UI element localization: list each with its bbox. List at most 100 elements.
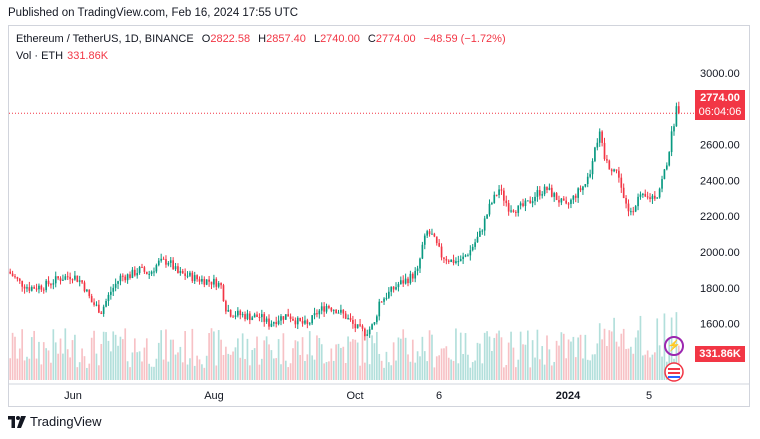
candle-body <box>342 309 345 314</box>
volume-bar <box>615 341 618 380</box>
y-tick-label: 2600.00 <box>700 139 740 151</box>
volume-bar <box>181 362 184 380</box>
volume-bar <box>376 331 378 380</box>
volume-bar <box>105 332 107 380</box>
volume-bar <box>316 335 318 380</box>
candle-body <box>237 310 239 316</box>
volume-bar <box>126 361 129 380</box>
candle-body <box>265 318 268 322</box>
volume-bar <box>260 358 263 380</box>
volume-bar <box>110 351 112 380</box>
candle-body <box>364 328 366 337</box>
volume-bar <box>62 353 64 380</box>
volume-bar <box>574 357 577 380</box>
candle-body <box>416 268 419 272</box>
symbol-legend[interactable]: Ethereum / TetherUS, 1D, BINANCE O2822.5… <box>16 33 506 45</box>
candle-body <box>45 280 47 291</box>
volume-bar <box>318 337 321 380</box>
candle-body <box>632 211 635 213</box>
volume-bar <box>253 348 256 380</box>
candle-body <box>510 210 512 212</box>
candle-body <box>558 200 560 203</box>
volume-bar <box>323 363 325 380</box>
volume-bar <box>651 354 654 380</box>
candle-body <box>668 152 671 166</box>
volume-bar <box>81 348 83 380</box>
candle-body <box>452 259 455 263</box>
volume-bar <box>210 328 213 380</box>
volume-bar <box>35 358 38 380</box>
volume-bar <box>558 345 560 380</box>
candle-body <box>174 266 177 270</box>
volume-bar <box>541 346 544 380</box>
volume-bar <box>201 364 203 380</box>
candle-body <box>189 272 191 276</box>
candle-body <box>653 195 656 199</box>
flag-icon[interactable] <box>664 362 684 382</box>
volume-bar <box>469 367 472 380</box>
candle-body <box>325 306 328 312</box>
x-tick-label: Oct <box>346 390 363 402</box>
volume-bar <box>121 339 124 380</box>
volume-bar <box>572 336 575 380</box>
volume-bar <box>306 354 309 380</box>
candle-body <box>16 277 19 279</box>
candle-body <box>404 278 407 284</box>
volume-bar <box>522 344 524 380</box>
volume-bar <box>57 353 59 380</box>
volume-bar <box>387 362 390 380</box>
candle-body <box>376 316 378 323</box>
published-caption: Published on TradingView.com, Feb 16, 20… <box>8 7 299 19</box>
candle-body <box>483 218 486 231</box>
candle-body <box>289 316 292 319</box>
candle-body <box>402 280 405 284</box>
candle-body <box>234 315 237 317</box>
volume-bar <box>586 359 589 380</box>
volume-bar <box>653 352 656 380</box>
symbol-name[interactable]: Ethereum / TetherUS, 1D, BINANCE <box>16 33 194 45</box>
candle-body <box>589 174 591 177</box>
volume-bar <box>153 366 155 380</box>
candle-body <box>407 278 409 284</box>
candle-body <box>287 314 290 317</box>
candle-body <box>198 279 201 282</box>
flash-icon[interactable]: ⚡ <box>664 336 684 356</box>
candle-body <box>284 314 287 320</box>
volume-bar <box>174 354 177 380</box>
candle-body <box>517 205 520 213</box>
candle-body <box>426 231 429 236</box>
volume-bar <box>249 365 251 380</box>
candle-body <box>308 323 311 325</box>
volume-legend[interactable]: Vol · ETH 331.86K <box>16 50 108 62</box>
candle-body <box>133 269 136 276</box>
volume-bar <box>184 331 186 380</box>
volume-bar <box>88 363 91 380</box>
candle-body <box>368 329 371 335</box>
volume-bar <box>352 339 354 380</box>
volume-bar <box>78 362 81 380</box>
volume-bar <box>378 353 381 380</box>
candle-body <box>507 203 510 212</box>
candle-body <box>337 312 340 314</box>
volume-bar <box>76 367 79 380</box>
candle-body <box>114 283 117 288</box>
volume-bar <box>301 337 304 380</box>
volume-bar <box>395 360 397 380</box>
candle-body <box>272 322 275 324</box>
candle-body <box>565 200 568 204</box>
candle-body <box>548 187 551 190</box>
candle-body <box>423 235 426 245</box>
volume-bar <box>658 345 661 380</box>
volume-bar <box>500 337 503 380</box>
candle-body <box>574 195 577 198</box>
brand-footer[interactable]: TradingView <box>8 414 102 429</box>
volume-bar <box>342 346 345 380</box>
candle-body <box>428 231 431 235</box>
candle-body <box>572 195 575 200</box>
volume-bar <box>129 367 131 380</box>
candle-body <box>570 199 572 204</box>
volume-bar <box>483 332 486 380</box>
candle-body <box>11 273 14 277</box>
candle-body <box>435 236 438 244</box>
